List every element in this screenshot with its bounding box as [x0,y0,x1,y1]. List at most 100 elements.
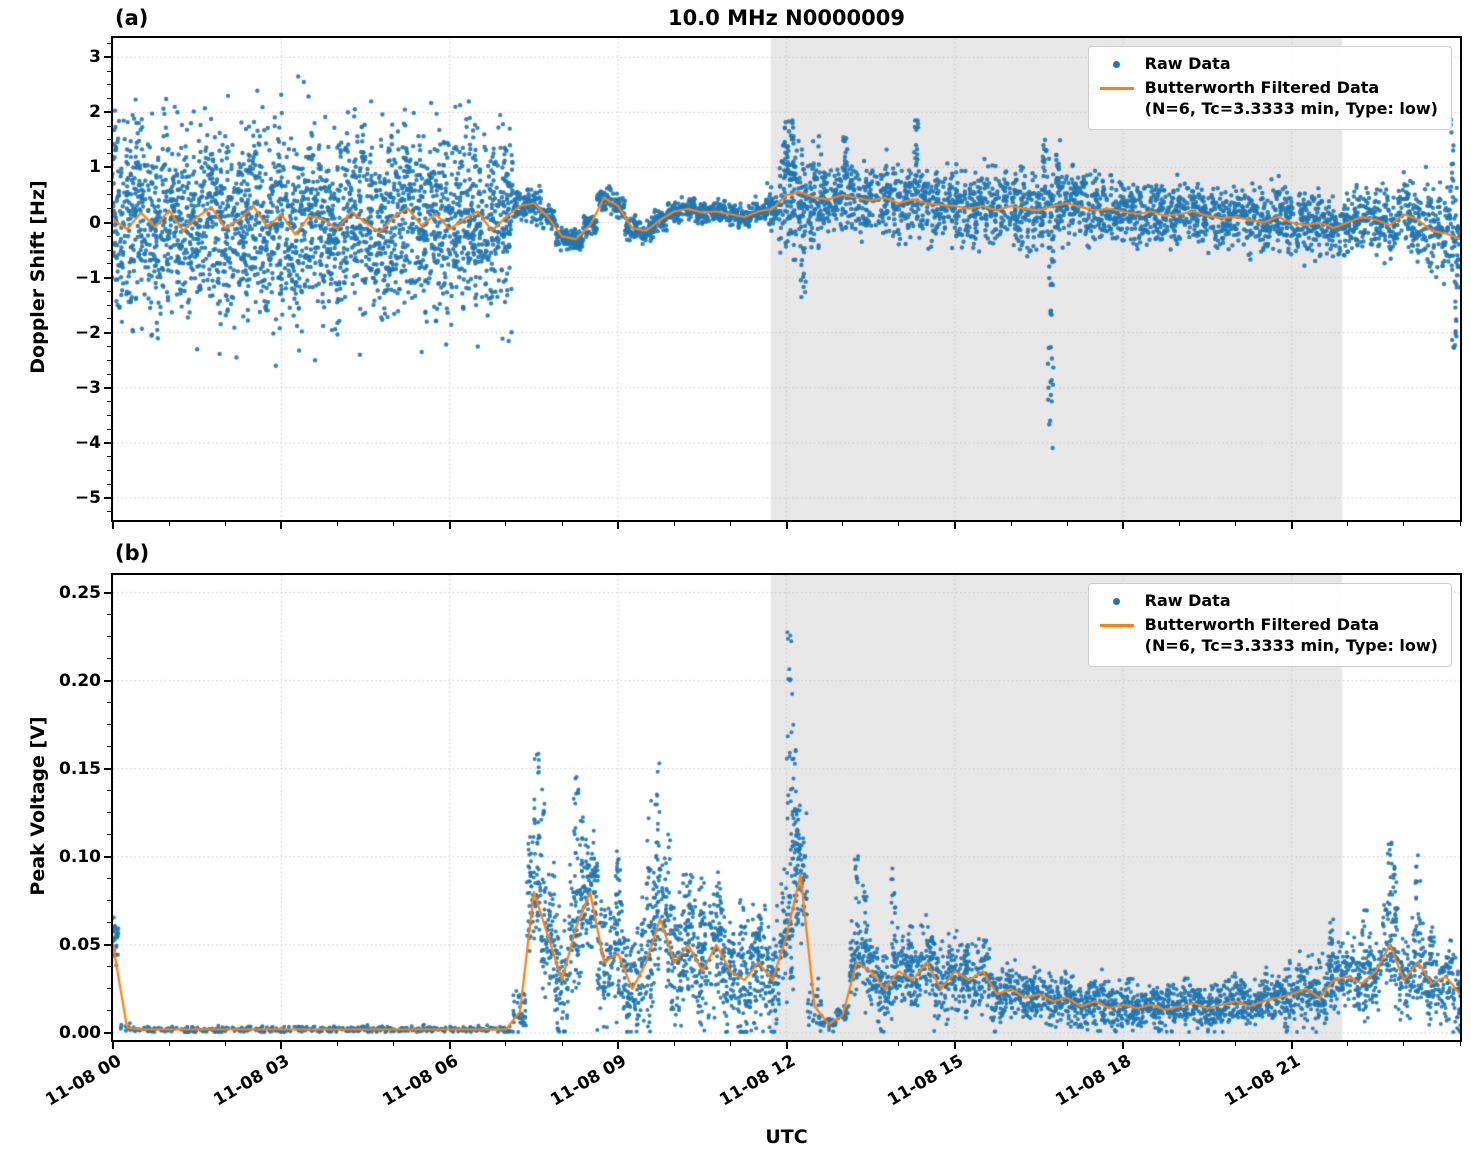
y-tick-mark [104,276,111,279]
y-minor-tick-mark [107,658,111,660]
x-minor-tick-mark [1066,1042,1068,1046]
y-tick-mark [104,441,111,444]
legend-entry-filtered-data: Butterworth Filtered Data (N=6, Tc=3.333… [1099,615,1438,657]
y-minor-tick-mark [107,235,111,237]
y-tick-mark [104,855,111,858]
x-tick-mark [953,522,956,529]
y-minor-tick-mark [107,812,111,814]
y-minor-tick-mark [107,84,111,86]
x-minor-tick-mark [393,522,395,526]
x-minor-tick-mark [898,1042,900,1046]
x-minor-tick-mark [168,522,170,526]
y-minor-tick-mark [107,373,111,375]
x-tick-label: 11-08 00 [42,1051,125,1111]
y-minor-tick-mark [107,249,111,251]
y-minor-tick-mark [107,511,111,513]
x-minor-tick-mark [1066,522,1068,526]
x-tick-mark [280,522,283,529]
y-minor-tick-mark [107,208,111,210]
x-tick-mark [448,522,451,529]
x-tick-mark [448,1042,451,1049]
y-tick-mark [104,221,111,224]
legend-entry-raw-data: Raw Data [1099,54,1438,75]
x-minor-tick-mark [673,522,675,526]
legend: Raw Data Butterworth Filtered Data (N=6,… [1087,583,1452,667]
y-tick-mark [104,331,111,334]
x-minor-tick-mark [561,522,563,526]
x-axis-label: UTC [765,1126,808,1148]
y-tick-mark [104,111,111,114]
y-minor-tick-mark [107,1010,111,1012]
y-minor-tick-mark [107,414,111,416]
x-minor-tick-mark [1235,1042,1236,1046]
x-tick-mark [953,1042,956,1049]
y-minor-tick-mark [107,153,111,155]
x-tick-mark [1122,522,1125,529]
y-tick-label: −2 [74,322,101,343]
x-minor-tick-mark [1178,522,1180,526]
y-tick-label: 0.20 [59,670,101,691]
y-tick-mark [104,56,111,59]
x-tick-mark [1122,1042,1125,1049]
x-minor-tick-mark [393,1042,395,1046]
y-minor-tick-mark [107,359,111,361]
chart-title: 10.0 MHz N0000009 [668,6,905,30]
y-tick-label: 0.10 [59,846,101,867]
x-minor-tick-mark [505,522,507,526]
legend-label-filtered-line1: Butterworth Filtered Data [1144,615,1380,634]
y-tick-label: 0.00 [59,1022,101,1043]
x-tick-mark [280,1042,283,1049]
peak-voltage-axes: Raw Data Butterworth Filtered Data (N=6,… [42,573,1462,1110]
y-minor-tick-mark [107,878,111,880]
y-tick-label: 2 [89,102,101,123]
y-minor-tick-mark [107,180,111,182]
x-minor-tick-mark [337,522,338,526]
y-minor-tick-mark [107,483,111,485]
y-minor-tick-mark [107,304,111,306]
y-minor-tick-mark [107,724,111,726]
y-minor-tick-mark [107,125,111,127]
x-minor-tick-mark [1459,1042,1461,1046]
x-tick-mark [785,1042,788,1049]
y-minor-tick-mark [107,922,111,924]
y-minor-tick-mark [107,194,111,196]
x-minor-tick-mark [224,1042,226,1046]
y-tick-label: −1 [74,267,101,288]
y-tick-label: 1 [89,157,101,178]
y-tick-label: 0 [89,212,101,233]
y-tick-mark [104,767,111,770]
y-tick-label: −3 [74,377,101,398]
y-tick-label: −4 [74,432,101,453]
legend-label-filtered-line2: (N=6, Tc=3.3333 min, Type: low) [1144,635,1438,655]
y-minor-tick-mark [107,790,111,792]
y-minor-tick-mark [107,702,111,704]
x-minor-tick-mark [842,522,844,526]
x-minor-tick-mark [1403,522,1405,526]
y-minor-tick-mark [107,290,111,292]
y-tick-label: 0.05 [59,934,101,955]
y-tick-label: −5 [74,487,101,508]
legend: Raw Data Butterworth Filtered Data (N=6,… [1087,46,1452,130]
x-tick-mark [785,522,788,529]
x-tick-mark [112,1042,114,1049]
raw-data-marker-icon [1113,61,1121,68]
y-minor-tick-mark [107,636,111,638]
y-tick-label: 0.15 [59,758,101,779]
y-minor-tick-mark [107,900,111,902]
x-minor-tick-mark [1459,522,1461,526]
x-minor-tick-mark [842,1042,844,1046]
y-tick-mark [104,1031,111,1034]
y-tick-mark [104,496,111,499]
x-tick-mark [112,522,114,529]
x-minor-tick-mark [505,1042,507,1046]
y-tick-label: 0.25 [59,582,101,603]
panel-label-a: (a) [115,6,149,30]
x-minor-tick-mark [168,1042,170,1046]
raw-data-marker-icon [1113,598,1121,605]
x-tick-mark [617,522,620,529]
y-minor-tick-mark [107,345,111,347]
x-minor-tick-mark [898,522,900,526]
x-minor-tick-mark [1347,522,1349,526]
y-tick-mark [104,166,111,169]
